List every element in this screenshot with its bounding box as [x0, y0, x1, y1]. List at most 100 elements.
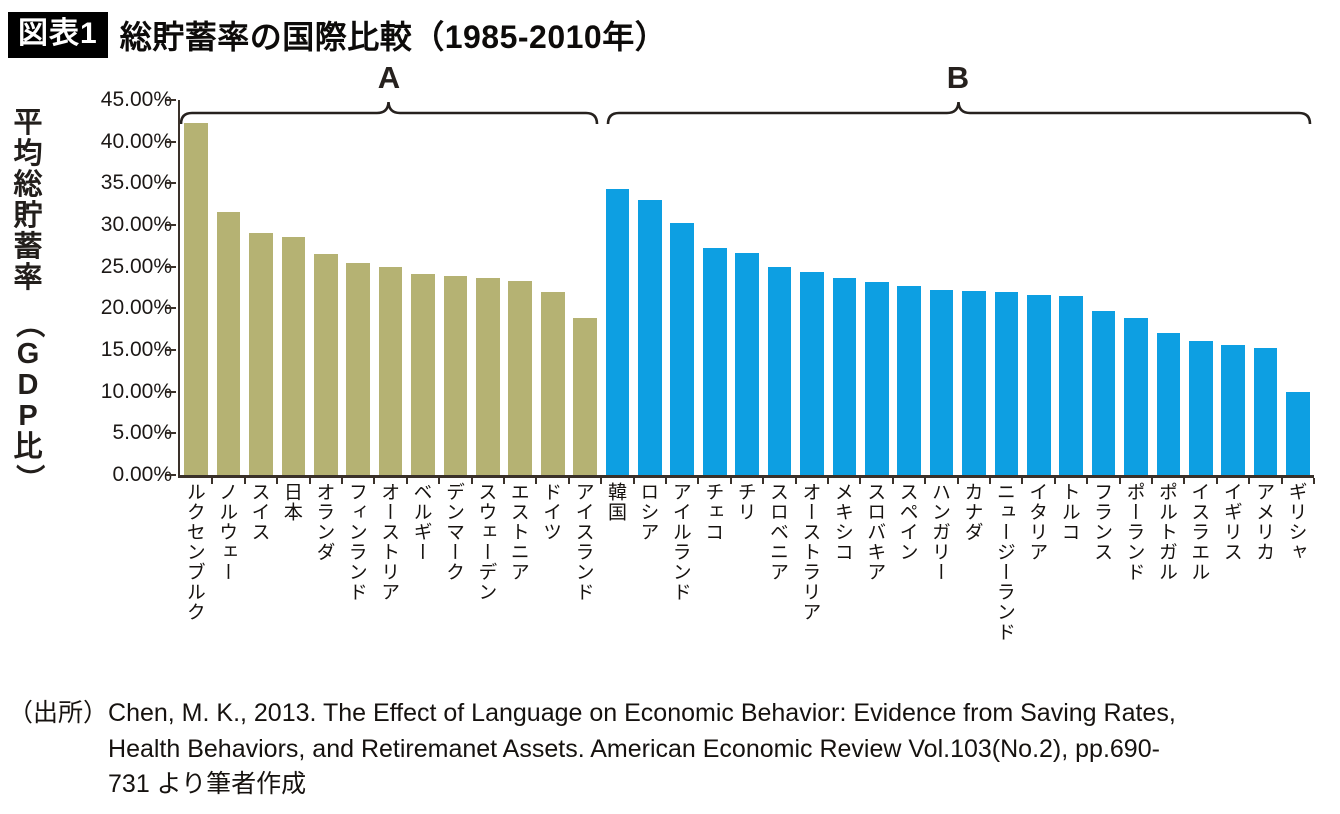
bar	[314, 254, 338, 475]
x-tick-label: イギリス	[1220, 482, 1242, 562]
bar	[1188, 340, 1213, 475]
x-tick-mark	[567, 478, 570, 484]
bar-slot	[407, 100, 439, 475]
x-label-slot: ノルウェー	[210, 482, 242, 582]
bar	[540, 291, 565, 475]
bar	[767, 266, 792, 475]
bar	[476, 277, 500, 475]
x-tick-label: スロバキア	[864, 482, 886, 582]
bar-slot	[180, 100, 212, 475]
bar-slot	[925, 100, 957, 475]
bar	[1026, 295, 1051, 475]
bar-slot	[796, 100, 828, 475]
y-tick-mark	[166, 265, 176, 268]
bar	[573, 317, 597, 475]
x-tick-label: ニュージーランド	[993, 482, 1015, 642]
x-tick-label: スウェーデン	[475, 482, 497, 602]
y-axis-title-char: 貯	[13, 200, 43, 232]
y-tick-mark	[166, 432, 176, 435]
x-tick-mark	[1280, 478, 1283, 484]
bar	[897, 285, 921, 475]
x-tick-mark	[1313, 478, 1315, 484]
source-line: Health Behaviors, and Retiremanet Assets…	[108, 734, 1160, 763]
x-label-slot: エストニア	[502, 482, 534, 582]
y-tick-mark	[166, 349, 176, 351]
y-axis-title-char: P	[18, 400, 38, 432]
bar-slot	[634, 100, 666, 475]
bar-slot	[1217, 100, 1249, 475]
x-tick-mark	[989, 478, 991, 484]
x-tick-mark	[729, 478, 732, 484]
x-tick-mark	[1118, 478, 1121, 484]
y-tick-mark	[166, 390, 176, 393]
bar-slot	[1185, 100, 1217, 475]
x-tick-label: イタリア	[1026, 482, 1048, 562]
x-tick-mark	[632, 478, 635, 484]
x-label-slot: スウェーデン	[470, 482, 502, 602]
x-tick-mark	[373, 478, 376, 484]
x-tick-mark	[924, 478, 927, 484]
x-tick-label: アイスランド	[572, 482, 594, 602]
y-tick-label: 35.00%	[100, 171, 172, 195]
x-tick-label: オランダ	[313, 482, 335, 562]
bar	[1253, 347, 1278, 475]
x-label-slot: ドイツ	[534, 482, 566, 542]
x-tick-mark	[470, 478, 473, 484]
x-tick-label: フィンランド	[345, 482, 367, 602]
y-tick-mark	[166, 182, 176, 185]
bar-slot	[699, 100, 731, 475]
bar	[508, 280, 533, 475]
x-tick-mark	[891, 478, 894, 484]
x-tick-mark	[826, 478, 829, 484]
y-tick-label: 30.00%	[100, 213, 172, 236]
y-tick-label: 10.00%	[100, 379, 172, 403]
bar	[443, 275, 468, 475]
bar-slot	[374, 100, 406, 475]
y-tick-label: 20.00%	[100, 296, 172, 320]
x-tick-mark	[308, 478, 311, 484]
bar-slot	[893, 100, 925, 475]
x-tick-mark	[438, 478, 441, 484]
bar	[411, 274, 435, 475]
bar	[800, 271, 824, 475]
bar-slot	[763, 100, 795, 475]
y-axis-title-char: D	[17, 369, 39, 401]
x-tick-label: ルクセンブルク	[183, 482, 205, 622]
bar-slot	[1120, 100, 1152, 475]
x-label-slot: フィンランド	[340, 482, 372, 602]
y-tick-mark	[166, 140, 176, 143]
x-label-slot: ギリシャ	[1280, 482, 1312, 562]
x-label-slot: スロバキア	[859, 482, 891, 582]
x-tick-label: トルコ	[1058, 482, 1080, 542]
x-label-slot: オランダ	[308, 482, 340, 562]
y-tick-label: 0.00%	[112, 463, 172, 486]
y-tick-label: 40.00%	[100, 129, 172, 153]
bar-slot	[342, 100, 374, 475]
x-label-slot: デンマーク	[437, 482, 469, 582]
x-tick-mark	[502, 478, 505, 484]
x-tick-mark	[762, 478, 765, 484]
bar-slot	[861, 100, 893, 475]
bar	[994, 291, 1019, 475]
bar	[281, 236, 306, 475]
x-label-slot: 日本	[275, 482, 307, 522]
figure-tag: 図表1	[8, 12, 108, 58]
bar	[702, 248, 727, 475]
y-tick-mark	[166, 224, 176, 226]
bar-slot	[601, 100, 633, 475]
x-tick-label: ベルギー	[410, 482, 432, 562]
x-tick-mark	[697, 478, 700, 484]
y-tick-mark	[166, 474, 176, 476]
y-tick-label: 45.00%	[100, 88, 172, 111]
x-tick-label: エストニア	[507, 482, 529, 582]
y-axis-title-char: （	[12, 308, 45, 338]
x-tick-label: 日本	[280, 482, 302, 522]
x-tick-label: スペイン	[896, 482, 918, 562]
x-label-slot: ハンガリー	[923, 482, 955, 582]
x-label-slot: イスラエル	[1183, 482, 1215, 582]
bar	[216, 211, 241, 475]
x-tick-label: 韓国	[604, 482, 626, 522]
bar	[184, 123, 209, 475]
x-label-slot: ポーランド	[1118, 482, 1150, 582]
y-axis-title-char: ）	[12, 463, 45, 493]
